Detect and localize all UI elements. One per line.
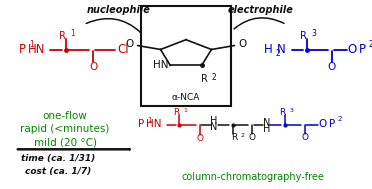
Text: R: R (173, 108, 179, 117)
Text: R: R (279, 108, 285, 117)
Text: N: N (263, 118, 270, 128)
Text: 1: 1 (147, 117, 152, 123)
Text: 2: 2 (276, 49, 280, 58)
Text: one-flow: one-flow (43, 111, 87, 121)
Text: 1: 1 (29, 40, 34, 49)
Text: O: O (196, 134, 203, 143)
FancyArrowPatch shape (86, 19, 140, 32)
Text: H: H (210, 116, 218, 125)
Text: cost (ca. 1/7): cost (ca. 1/7) (25, 167, 91, 177)
Text: O: O (249, 133, 256, 142)
Text: α-NCA: α-NCA (172, 93, 200, 102)
Text: 2: 2 (338, 116, 342, 122)
Text: R: R (59, 31, 66, 41)
Text: N: N (277, 43, 286, 56)
Text: column-chromatography-free: column-chromatography-free (182, 172, 324, 182)
Text: O: O (318, 119, 327, 129)
Text: O: O (328, 62, 336, 72)
Text: P: P (329, 119, 335, 129)
Text: HN: HN (28, 43, 45, 56)
Text: time (ca. 1/31): time (ca. 1/31) (20, 154, 95, 163)
Text: HN: HN (146, 119, 161, 129)
Text: P: P (19, 43, 26, 56)
Text: electrophile: electrophile (227, 5, 294, 15)
Text: 1: 1 (71, 29, 75, 38)
Text: P: P (359, 43, 366, 56)
Text: HN: HN (153, 60, 169, 70)
Text: 2: 2 (241, 133, 245, 138)
Text: R: R (201, 74, 208, 84)
Text: O: O (238, 40, 246, 50)
Text: O: O (348, 43, 357, 56)
Text: R: R (231, 133, 237, 142)
Text: 1: 1 (184, 108, 187, 113)
Text: 2: 2 (369, 40, 372, 49)
Bar (141, 6, 231, 106)
Text: 3: 3 (311, 29, 317, 38)
Text: N: N (210, 122, 218, 132)
Text: mild (20 °C): mild (20 °C) (33, 138, 97, 148)
Text: H: H (263, 43, 272, 56)
Text: H: H (263, 124, 270, 134)
Text: O: O (301, 133, 308, 142)
Text: rapid (<minutes): rapid (<minutes) (20, 125, 110, 134)
Text: nucleophile: nucleophile (87, 5, 151, 15)
Text: P: P (138, 119, 144, 129)
Text: 2: 2 (212, 73, 217, 81)
FancyArrowPatch shape (234, 18, 284, 29)
Text: O: O (89, 62, 97, 72)
Text: 3: 3 (289, 108, 293, 113)
Text: O: O (126, 40, 134, 50)
Text: Cl: Cl (118, 43, 129, 56)
Text: R: R (300, 31, 307, 41)
